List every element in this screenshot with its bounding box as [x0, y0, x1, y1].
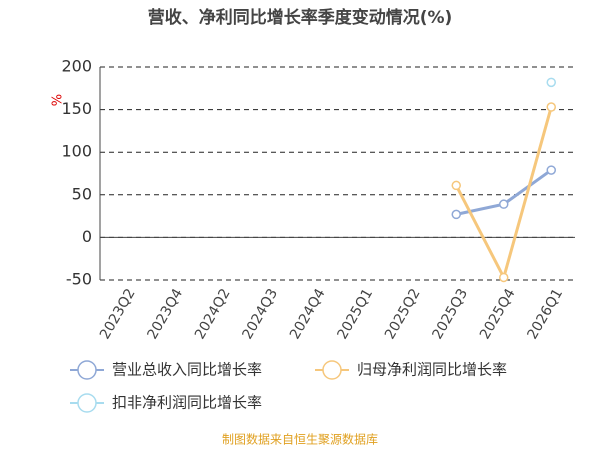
point [546, 102, 556, 112]
point [451, 209, 461, 220]
point [499, 199, 509, 209]
legend-label: 归母净利润同比增长率 [357, 361, 507, 379]
y-tick-label: 200 [61, 57, 92, 76]
x-tick-label: 2023Q2 [97, 286, 139, 342]
y-axis-label: % [51, 94, 66, 106]
point [451, 180, 461, 191]
x-tick-label: 2024Q4 [287, 286, 329, 342]
y-tick-label: 50 [72, 184, 92, 203]
x-tick-label: 2023Q4 [145, 286, 187, 342]
x-tick-label: 2025Q2 [382, 286, 424, 342]
y-tick-label: 0 [82, 227, 92, 246]
point [546, 165, 556, 175]
x-tick-label: 2025Q4 [477, 286, 519, 342]
x-tick-label: 2025Q1 [335, 286, 377, 342]
legend-label: 营业总收入同比增长率 [112, 361, 262, 379]
footer: 制图数据来自恒生聚源数据库 [222, 432, 378, 447]
legend-marker [322, 360, 342, 380]
legend-label: 扣非净利润同比增长率 [112, 394, 262, 412]
point [499, 272, 509, 283]
x-tick-label: 2024Q2 [192, 286, 234, 342]
chart-title: 营收、净利同比增长率季度变动情况(%) [148, 7, 453, 28]
point [546, 77, 556, 88]
x-tick-label: 2026Q1 [525, 286, 567, 342]
x-tick-label: 2025Q3 [430, 286, 472, 342]
x-tick-label: 2024Q3 [240, 286, 282, 342]
y-tick-label: 100 [61, 142, 92, 161]
legend-marker [77, 393, 97, 413]
y-tick-label: -50 [66, 270, 92, 289]
y-tick-label: 150 [61, 99, 92, 118]
legend-marker [77, 360, 97, 380]
series-line [454, 106, 553, 282]
